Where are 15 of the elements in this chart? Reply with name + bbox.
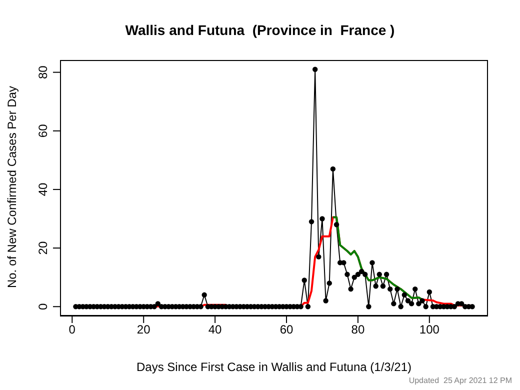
y-tick-label: 20 — [36, 241, 50, 255]
x-axis-title: Days Since First Case in Wallis and Futuna (1/3/21) — [136, 360, 412, 374]
x-tick-label: 60 — [280, 322, 294, 337]
y-tick-label: 40 — [36, 182, 50, 196]
x-tick-label: 20 — [136, 322, 151, 337]
x-tick-label: 40 — [208, 322, 222, 337]
x-tick-label: 80 — [351, 322, 365, 337]
x-tick-label: 0 — [68, 322, 76, 337]
x-tick-label: 100 — [419, 322, 440, 337]
chart-title: Wallis and Futuna (Province in France ) — [124, 22, 396, 38]
text: Updated 25 Apr 2021 12 PM — [408, 376, 512, 385]
y-axis-title: No. of New Confirmed Cases Per Day — [5, 84, 19, 290]
y-tick-label: 80 — [36, 65, 50, 79]
y-tick-label: 0 — [36, 302, 50, 310]
y-tick-label: 60 — [36, 124, 50, 138]
